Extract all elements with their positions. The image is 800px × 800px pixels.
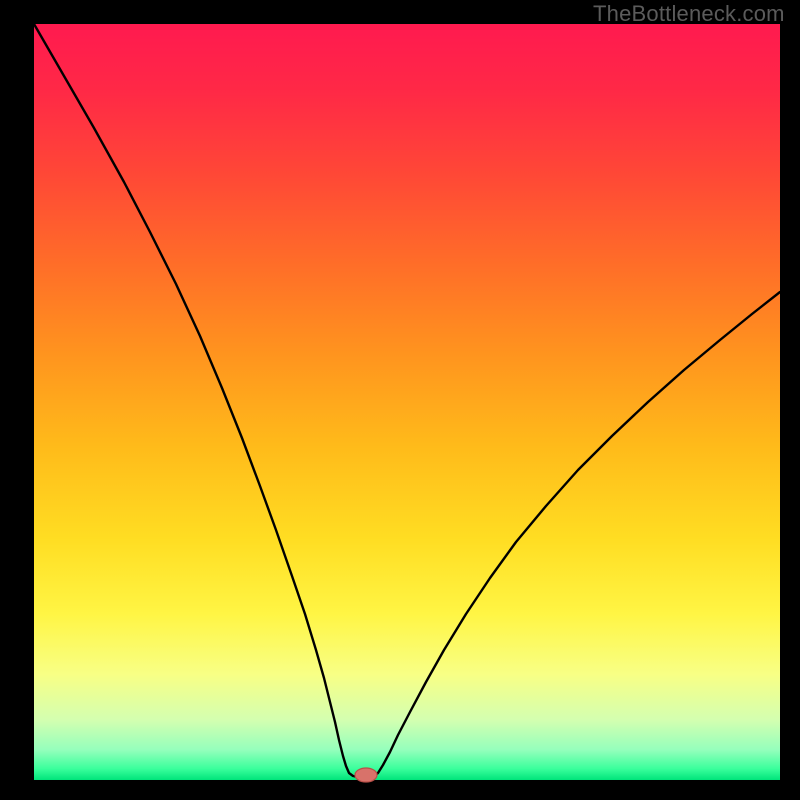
optimal-point-marker (355, 768, 377, 782)
plot-background (34, 24, 780, 780)
bottleneck-chart (0, 0, 800, 800)
chart-container: TheBottleneck.com (0, 0, 800, 800)
watermark-text: TheBottleneck.com (593, 1, 785, 27)
